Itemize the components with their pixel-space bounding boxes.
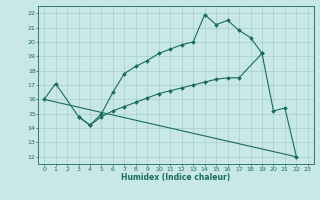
X-axis label: Humidex (Indice chaleur): Humidex (Indice chaleur): [121, 173, 231, 182]
